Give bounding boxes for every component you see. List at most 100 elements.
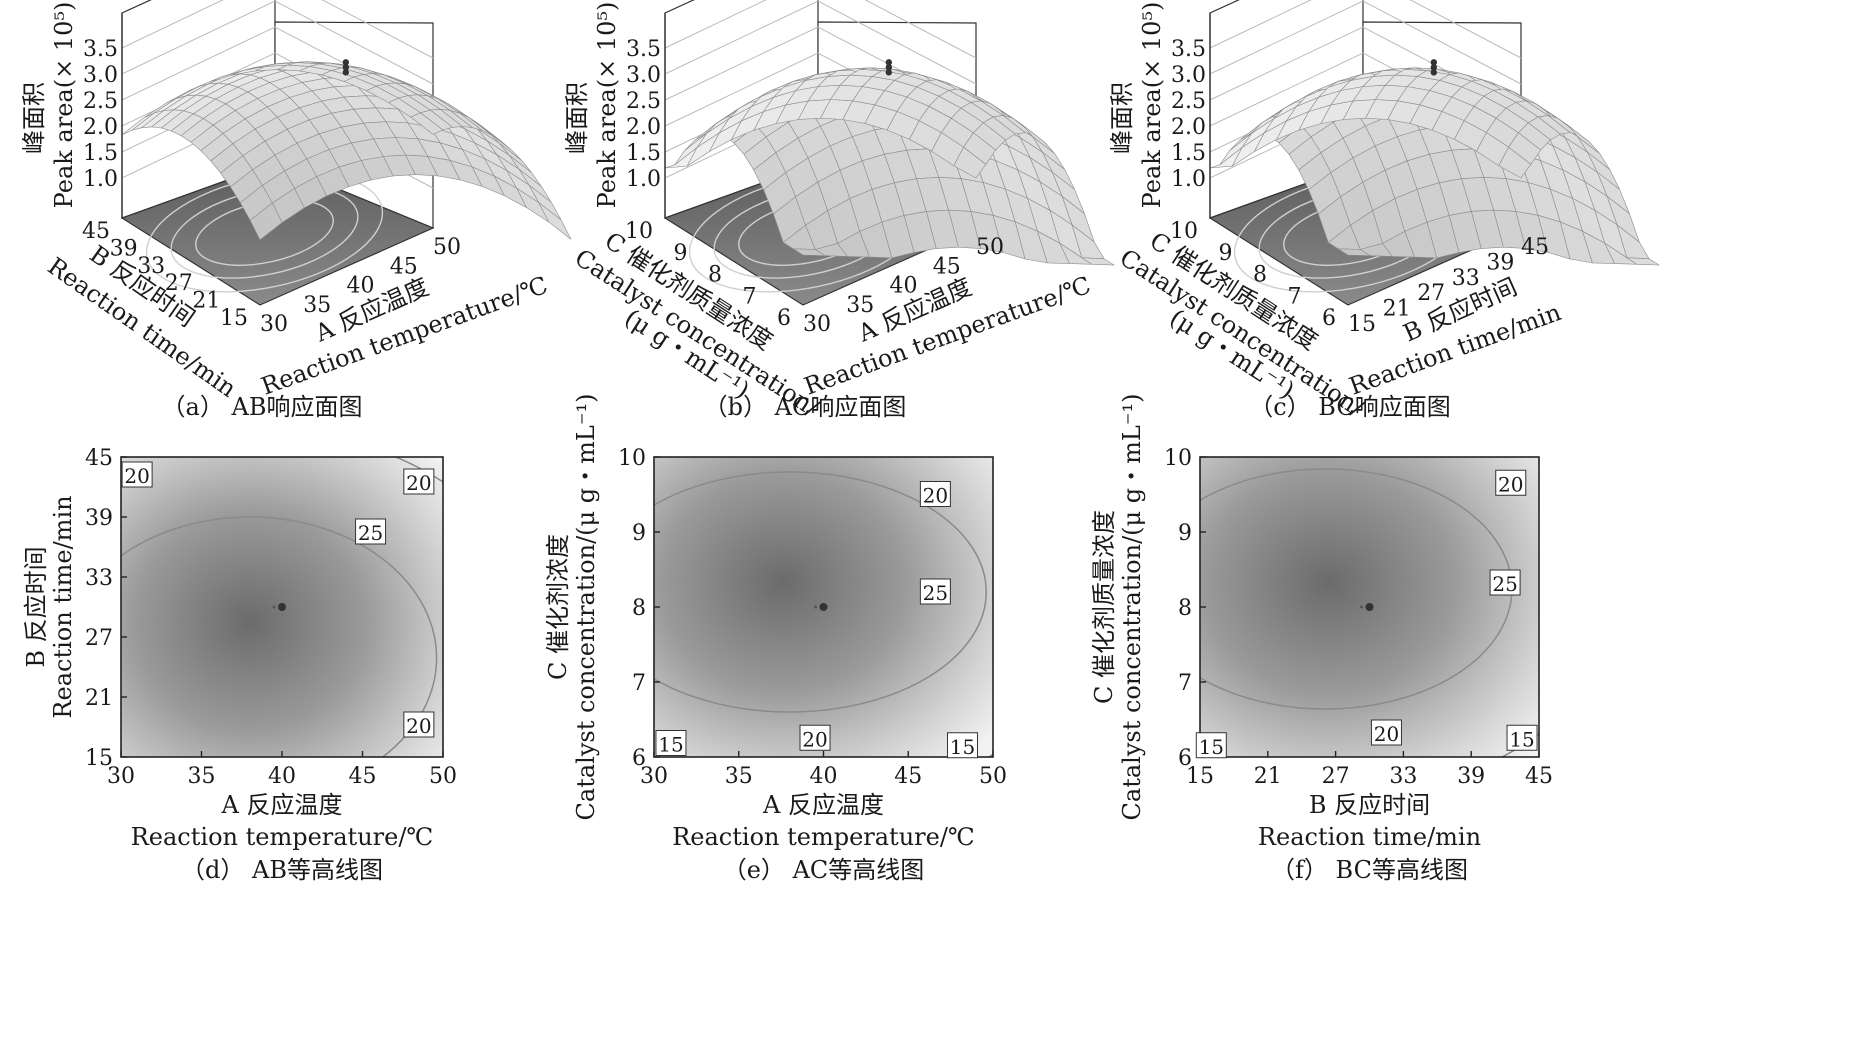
x-tick-label: 40 [347, 274, 375, 299]
z-tick-label: 3.0 [83, 63, 118, 88]
y-tick-label: 15 [220, 306, 248, 331]
y-tick-label: 7 [632, 671, 646, 696]
surface-mesh [664, 67, 1116, 266]
wall-grid-line [664, 0, 977, 59]
figure-caption: （a） AB响应面图 [162, 393, 363, 421]
z-tick-label: 3.0 [626, 63, 661, 88]
wall-grid-line [1209, 0, 1522, 59]
contour-label: 15 [1199, 735, 1224, 759]
x-axis-title: A 反应温度 [221, 791, 343, 819]
x-tick-label: 50 [979, 764, 1007, 789]
design-point [342, 69, 350, 76]
contour-label: 25 [923, 581, 948, 605]
z-tick-label: 2.0 [83, 115, 118, 140]
contour-label: 20 [1498, 472, 1523, 496]
y-tick-label: 10 [1170, 219, 1198, 244]
x-tick-label: 50 [429, 764, 457, 789]
contour-label-box [799, 724, 831, 751]
x-axis-title: B 反应时间 [1309, 791, 1430, 819]
contour-label-box [1370, 719, 1402, 746]
contour-label-box [919, 481, 951, 507]
x-tick-label: 15 [1348, 312, 1376, 337]
y-axis-title-en: Catalyst concentration/(μ g・mL⁻¹) [1118, 394, 1146, 821]
contour-label-box [121, 461, 153, 488]
z-axis-title-en: Peak area(× 10⁵) [50, 2, 78, 209]
x-tick-label: 33 [1389, 764, 1417, 789]
y-tick-label: 10 [1164, 446, 1192, 471]
z-axis-title-en: Peak area(× 10⁵) [1138, 2, 1166, 209]
contour-panel-e: 30 35 40 45 50 6 7 8 9 10 20 25 20 15 15 A 反应温度 Reaction… [544, 394, 1007, 884]
x-tick-label: 40 [810, 764, 838, 789]
y-tick-label: 10 [625, 219, 653, 244]
wall-grid-line [121, 0, 434, 59]
y-tick-label: 8 [708, 263, 722, 288]
contour-label: 20 [923, 484, 948, 508]
contour-label-box [1195, 732, 1227, 759]
design-point-marker [814, 605, 817, 609]
y-tick-label: 9 [674, 241, 688, 266]
contour-label-box [1506, 724, 1538, 751]
x-tick-label: 45 [349, 764, 377, 789]
z-tick-label: 1.5 [626, 141, 661, 166]
y-tick-label: 10 [618, 446, 646, 471]
x-tick-label: 50 [976, 235, 1004, 260]
figure-caption: （e） AC等高线图 [723, 856, 925, 884]
z-tick-label: 2.0 [626, 115, 661, 140]
z-axis-title-en: Peak area(× 10⁵) [593, 2, 621, 209]
design-point [1365, 603, 1374, 611]
contour-label: 20 [1374, 722, 1399, 746]
z-tick-label: 3.5 [626, 37, 661, 62]
z-axis-title: 峰面积 [563, 82, 591, 154]
contour-label: 20 [406, 714, 431, 738]
y-tick-label: 8 [632, 596, 646, 621]
y-axis-title: B 反应时间 [22, 546, 50, 667]
contour-panel-f: 15 21 27 33 39 45 6 7 8 9 10 20 25 20 15 15 B 反应时间 Reacti… [1090, 394, 1553, 884]
x-tick-label: 21 [1254, 764, 1282, 789]
z-tick-label: 3.5 [83, 37, 118, 62]
x-tick-label: 45 [894, 764, 922, 789]
contour-label: 15 [950, 735, 975, 759]
contour-line [121, 516, 438, 757]
x-tick-label: 21 [1383, 297, 1411, 322]
y-tick-label: 7 [743, 284, 757, 309]
design-point [885, 59, 893, 66]
y-tick-label: 15 [85, 746, 113, 771]
y-tick-label: 39 [85, 506, 113, 531]
z-tick-label: 2.5 [1171, 89, 1206, 114]
contour-label: 20 [802, 727, 827, 751]
contour-label-box [403, 468, 435, 495]
y-axis-title-en: Reaction time/min [49, 495, 77, 718]
surface-mesh [1209, 67, 1661, 266]
z-tick-label: 1.0 [83, 167, 118, 192]
x-tick-label: 45 [933, 254, 961, 279]
x-axis-title: A 反应温度 [762, 791, 884, 819]
x-tick-label: 30 [640, 764, 668, 789]
x-tick-label: 27 [1417, 281, 1445, 306]
contour-label-box [403, 711, 435, 738]
design-point [278, 603, 286, 611]
design-point [1430, 69, 1438, 76]
x-tick-label: 30 [803, 312, 831, 337]
y-tick-label: 6 [1322, 306, 1336, 331]
contour-label: 25 [1492, 572, 1517, 596]
y-tick-label: 33 [137, 254, 165, 279]
z-tick-label: 1.5 [83, 141, 118, 166]
contour-label-box [1495, 469, 1527, 496]
x-tick-label: 27 [1322, 764, 1350, 789]
figure-caption: （d） AB等高线图 [181, 856, 383, 884]
y-tick-label: 6 [632, 746, 646, 771]
contour-label-box [655, 730, 687, 756]
y-tick-label: 8 [1178, 596, 1192, 621]
y-tick-label: 6 [777, 306, 791, 331]
x-tick-label: 45 [390, 254, 418, 279]
design-point [819, 603, 828, 611]
contour-label-box [946, 732, 978, 759]
floor [120, 162, 435, 306]
y-tick-label: 9 [1178, 521, 1192, 546]
x-tick-label: 35 [725, 764, 753, 789]
y-tick-label: 8 [1253, 263, 1267, 288]
y-tick-label: 45 [82, 219, 110, 244]
wall-grid-line [1209, 0, 1522, 85]
